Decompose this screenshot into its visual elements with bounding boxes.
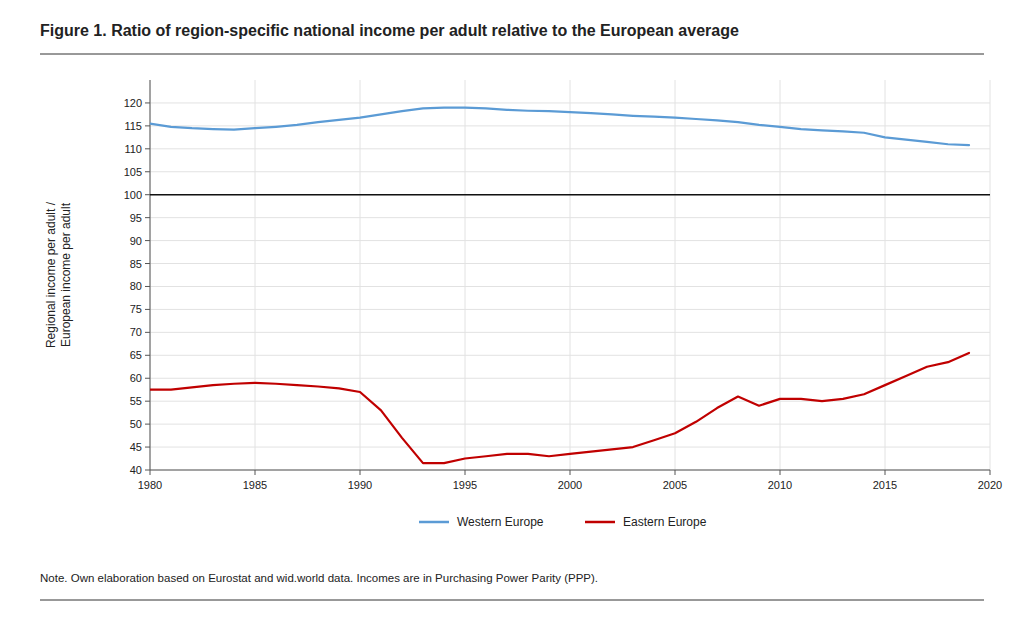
x-tick-label: 1990 <box>348 479 372 491</box>
y-axis-label: Regional income per adult /European inco… <box>44 201 73 348</box>
legend: Western Europe Eastern Europe <box>419 515 707 529</box>
y-tick-label: 110 <box>124 143 142 155</box>
series-line <box>150 353 969 463</box>
grid-line-x <box>675 80 676 470</box>
y-tick <box>145 125 150 126</box>
y-tick <box>145 263 150 264</box>
y-tick-label: 85 <box>130 258 142 270</box>
legend-swatch <box>585 521 615 524</box>
axes: 40 45 50 55 60 65 70 75 80 85 90 95 100 105 110 115 120 1… <box>124 80 1003 491</box>
x-tick-label: 2020 <box>978 479 1002 491</box>
y-tick <box>145 378 150 379</box>
grid-line-x <box>360 80 361 470</box>
y-tick-label: 65 <box>130 349 142 361</box>
y-tick-label: 55 <box>130 395 142 407</box>
x-tick <box>570 470 571 475</box>
y-tick-label: 90 <box>130 235 142 247</box>
grid-line-x <box>990 80 991 470</box>
grid-line-x <box>570 80 571 470</box>
x-tick-label: 2000 <box>558 479 582 491</box>
y-tick <box>145 309 150 310</box>
y-tick-label: 105 <box>124 166 142 178</box>
y-tick-label: 70 <box>130 326 142 338</box>
x-tick-label: 1980 <box>138 479 162 491</box>
x-tick <box>255 470 256 475</box>
x-tick <box>990 470 991 475</box>
y-tick <box>145 470 150 471</box>
x-tick <box>885 470 886 475</box>
y-tick-label: 95 <box>130 212 142 224</box>
grid-line-x <box>150 80 151 470</box>
y-tick <box>145 240 150 241</box>
grid-line-y <box>150 194 990 195</box>
y-axis-line <box>150 80 151 470</box>
y-tick <box>145 332 150 333</box>
note: Note. Own elaboration based on Eurostat … <box>40 572 598 584</box>
y-tick <box>145 447 150 448</box>
y-tick <box>145 286 150 287</box>
y-tick <box>145 102 150 103</box>
y-tick-label: 60 <box>130 372 142 384</box>
grid-line-x <box>255 80 256 470</box>
x-tick <box>360 470 361 475</box>
title: Figure 1. Ratio of region-specific natio… <box>40 22 739 39</box>
grid <box>150 80 990 470</box>
x-tick <box>780 470 781 475</box>
x-tick <box>150 470 151 475</box>
grid-line-x <box>780 80 781 470</box>
legend-label: Eastern Europe <box>623 515 707 529</box>
y-tick-label: 120 <box>124 97 142 109</box>
x-tick-label: 2015 <box>873 479 897 491</box>
y-tick <box>145 171 150 172</box>
chart: Figure 1. Ratio of region-specific natio… <box>0 0 1024 621</box>
title-rule <box>40 54 984 55</box>
y-tick <box>145 194 150 195</box>
grid-line-x <box>885 80 886 470</box>
legend-swatch <box>419 521 449 524</box>
y-tick-label: 40 <box>130 464 142 476</box>
y-tick <box>145 217 150 218</box>
y-tick-label: 45 <box>130 441 142 453</box>
x-tick-label: 1985 <box>243 479 267 491</box>
y-tick-label: 115 <box>124 120 142 132</box>
y-tick-label: 75 <box>130 303 142 315</box>
x-tick-label: 2005 <box>663 479 687 491</box>
x-tick <box>675 470 676 475</box>
grid-line-x <box>465 80 466 470</box>
y-tick-label: 100 <box>124 189 142 201</box>
y-tick-label: 50 <box>130 418 142 430</box>
legend-label: Western Europe <box>457 515 544 529</box>
note-rule <box>40 600 984 601</box>
y-tick <box>145 148 150 149</box>
x-tick-label: 1995 <box>453 479 477 491</box>
y-tick <box>145 424 150 425</box>
x-tick <box>465 470 466 475</box>
y-tick-label: 80 <box>130 280 142 292</box>
reference-line <box>150 194 990 196</box>
x-tick-label: 2010 <box>768 479 792 491</box>
y-tick <box>145 355 150 356</box>
plot-area <box>150 108 990 464</box>
y-tick <box>145 401 150 402</box>
series-line <box>150 108 969 146</box>
